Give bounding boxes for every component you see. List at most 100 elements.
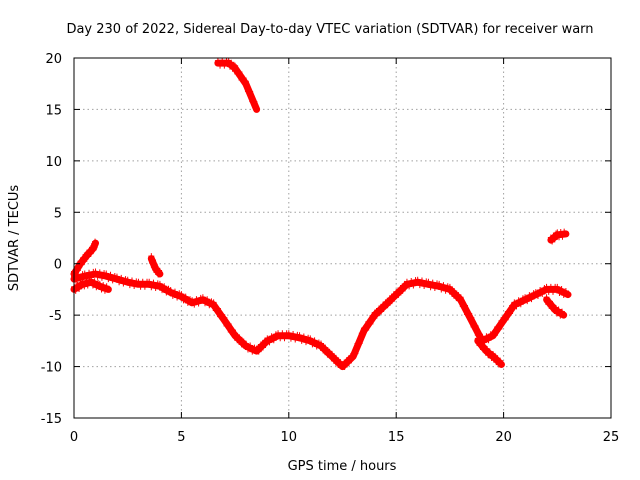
- data-point: [161, 283, 168, 290]
- data-point: [247, 88, 254, 95]
- data-point: [554, 283, 561, 290]
- data-point: [509, 302, 516, 309]
- data-point: [429, 279, 436, 286]
- data-point: [98, 286, 105, 293]
- data-point: [440, 282, 447, 289]
- data-point: [264, 335, 271, 342]
- data-point: [249, 348, 256, 355]
- data-point: [457, 294, 464, 301]
- data-point: [539, 290, 546, 297]
- data-point: [126, 282, 133, 289]
- data-point: [492, 332, 499, 339]
- y-tick-label: 15: [45, 103, 62, 118]
- series-dip-19-20h: [474, 335, 505, 368]
- data-point: [255, 348, 262, 355]
- data-point: [416, 282, 423, 289]
- series-early-spike: [70, 238, 99, 278]
- data-point: [483, 345, 490, 352]
- data-point: [159, 287, 166, 294]
- data-point: [150, 257, 157, 264]
- data-point: [107, 271, 114, 278]
- data-point: [124, 276, 131, 283]
- tick-layer: 0 5 10 15 20 25 20 15 10 5 0 -5 -10 -15: [41, 52, 620, 445]
- y-tick-label: 0: [54, 258, 62, 273]
- data-point: [472, 323, 479, 330]
- data-point: [502, 316, 509, 323]
- data-point: [358, 330, 365, 337]
- x-tick-label: 10: [281, 430, 298, 445]
- data-point: [333, 354, 340, 361]
- data-point: [451, 288, 458, 295]
- data-point: [225, 320, 232, 327]
- data-point: [322, 344, 329, 351]
- series-band: [70, 270, 572, 371]
- data-point: [557, 312, 564, 319]
- data-point: [555, 306, 562, 313]
- data-point: [517, 301, 524, 308]
- data-point: [195, 300, 202, 307]
- data-point: [399, 287, 406, 294]
- data-point: [352, 350, 359, 357]
- x-tick-label: 0: [70, 430, 78, 445]
- data-point: [85, 253, 92, 260]
- data-point: [373, 312, 380, 319]
- data-point: [556, 289, 563, 296]
- data-point: [561, 228, 568, 235]
- data-point: [148, 284, 155, 291]
- data-point: [242, 340, 249, 347]
- data-point: [553, 230, 560, 237]
- data-point: [81, 283, 88, 290]
- data-point: [532, 289, 539, 296]
- data-point: [476, 331, 483, 338]
- data-point: [414, 276, 421, 283]
- y-tick-label: -15: [41, 412, 62, 427]
- data-point: [109, 277, 116, 284]
- data-point: [163, 289, 170, 296]
- data-point: [199, 294, 206, 301]
- data-point: [131, 282, 138, 289]
- series-layer: [70, 57, 572, 371]
- data-point: [553, 310, 560, 317]
- data-point: [156, 267, 163, 274]
- data-point: [546, 298, 553, 305]
- data-point: [534, 293, 541, 300]
- data-point: [232, 330, 239, 337]
- data-point: [98, 274, 105, 281]
- data-point: [141, 283, 148, 290]
- data-point: [116, 279, 123, 286]
- data-point: [93, 284, 100, 291]
- data-point: [356, 340, 363, 347]
- x-tick-label: 20: [495, 430, 512, 445]
- plot-frame: [73, 57, 612, 419]
- data-point: [152, 285, 159, 292]
- data-point: [180, 297, 187, 304]
- data-point: [328, 350, 335, 357]
- data-point: [244, 346, 251, 353]
- data-point: [406, 283, 413, 290]
- data-point: [260, 344, 267, 351]
- data-point: [204, 296, 211, 303]
- data-point: [558, 285, 565, 292]
- series-band: [214, 59, 261, 113]
- data-point: [488, 354, 495, 361]
- data-point: [497, 357, 504, 364]
- data-point: [100, 282, 107, 289]
- series-bump-3-7h: [147, 253, 164, 278]
- data-point: [281, 335, 288, 342]
- data-point: [478, 339, 485, 346]
- data-point: [483, 333, 490, 340]
- data-point: [81, 270, 88, 277]
- data-point: [408, 277, 415, 284]
- data-point: [84, 282, 91, 289]
- data-point: [560, 292, 567, 299]
- data-point: [552, 304, 559, 311]
- data-point: [73, 264, 80, 271]
- data-point: [221, 62, 228, 69]
- data-point: [526, 292, 533, 299]
- x-axis-label: GPS time / hours: [288, 459, 397, 474]
- data-point: [507, 310, 514, 317]
- data-point: [189, 297, 196, 304]
- data-point: [438, 286, 445, 293]
- data-point: [96, 280, 103, 287]
- data-point: [167, 287, 174, 294]
